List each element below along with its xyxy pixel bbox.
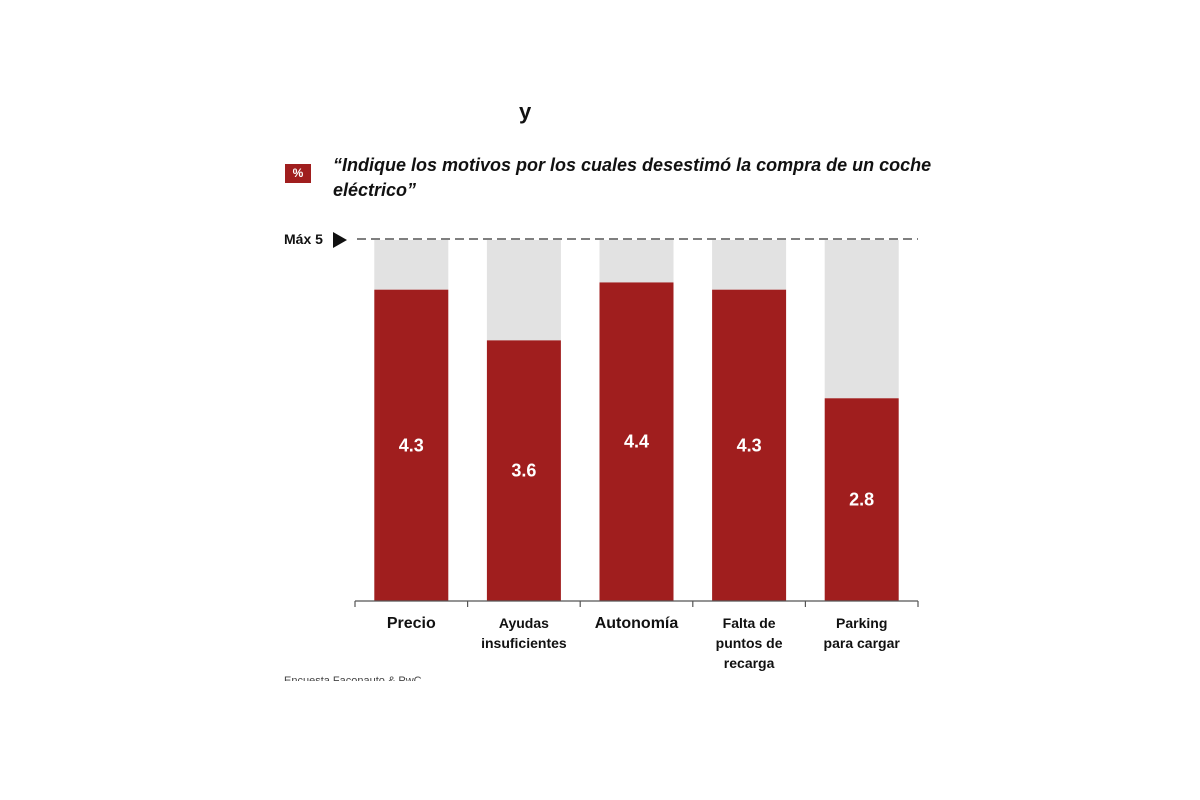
unit-badge: % <box>285 164 311 183</box>
bar-remainder <box>712 240 787 290</box>
bar <box>599 282 674 601</box>
category-label: Precio <box>387 615 436 632</box>
bar <box>712 289 787 601</box>
bar-remainder <box>599 240 674 283</box>
survey-question: “Indique los motivos por los cuales dese… <box>333 155 932 200</box>
bar-remainder <box>486 240 561 341</box>
category-label: Parking para cargar <box>824 615 901 651</box>
truncated-title-fragment: y <box>519 99 532 124</box>
bar <box>486 340 561 601</box>
category-label: Falta de puntos de recarga <box>716 615 783 671</box>
bar-value-label: 3.6 <box>511 461 536 481</box>
bar <box>824 398 899 601</box>
category-label: Ayudas insuficientes <box>481 615 567 651</box>
bar-value-label: 4.4 <box>624 432 649 452</box>
max-reference-label: Máx 5 <box>284 231 323 247</box>
category-label: Autonomía <box>595 615 679 632</box>
bar-value-label: 2.8 <box>849 490 874 510</box>
bar-value-label: 4.3 <box>399 435 424 455</box>
bar-remainder <box>374 240 449 290</box>
bar-value-label: 4.3 <box>737 435 762 455</box>
source-note: Encuesta Faconauto & PwC <box>284 675 422 681</box>
bar <box>374 289 449 601</box>
bar-remainder <box>824 240 899 399</box>
max-reference-arrow-icon <box>333 232 347 248</box>
